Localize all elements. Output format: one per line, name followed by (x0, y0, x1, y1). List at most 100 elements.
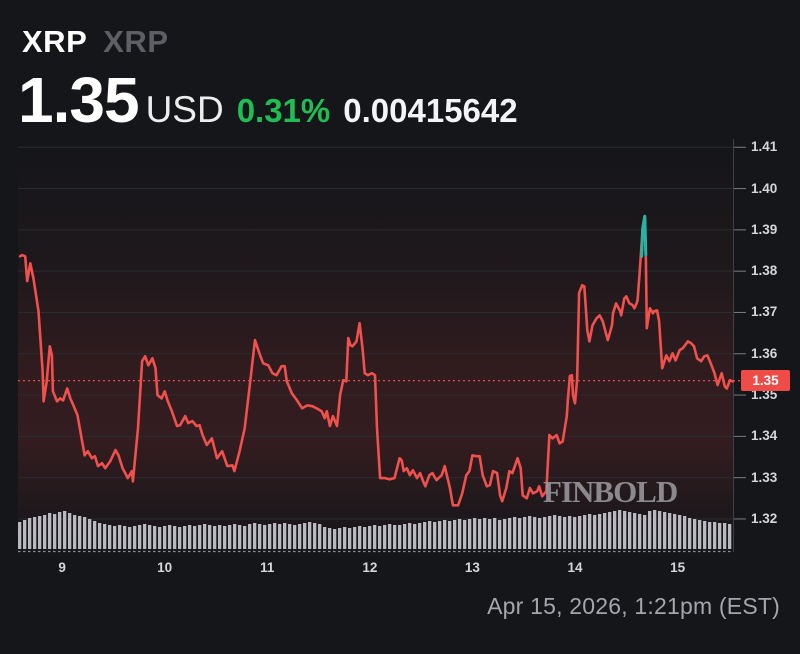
asset-symbol: XRP (22, 24, 88, 59)
volume-bar (638, 514, 642, 549)
volume-bar (328, 528, 332, 549)
volume-bar (163, 526, 167, 549)
volume-bar (403, 524, 407, 549)
volume-bar (33, 517, 37, 549)
volume-bar (723, 523, 727, 549)
volume-bar (713, 522, 717, 549)
y-tick-label: 1.34 (751, 428, 778, 444)
x-tick-label: 15 (670, 560, 686, 575)
volume-bar (378, 526, 382, 549)
volume-bar (38, 516, 42, 549)
volume-bar (73, 515, 77, 549)
volume-bar (448, 521, 452, 549)
price-currency: USD (145, 89, 224, 130)
volume-bar (383, 525, 387, 549)
volume-bar (693, 519, 697, 549)
volume-bar (558, 516, 562, 549)
volume-bar (88, 519, 92, 549)
volume-bar (578, 516, 582, 549)
volume-bar (283, 523, 287, 549)
volume-bar (393, 525, 397, 549)
volume-bar (153, 526, 157, 549)
volume-bar (418, 523, 422, 549)
volume-bar (588, 514, 592, 549)
volume-bar (78, 516, 82, 549)
volume-bar (628, 512, 632, 549)
volume-bar (348, 528, 352, 549)
volume-bar (128, 527, 132, 549)
volume-bar (443, 520, 447, 549)
price-value: 1.35 (18, 64, 140, 136)
volume-bar (108, 525, 112, 549)
volume-bar (453, 520, 457, 549)
volume-bar (573, 517, 577, 549)
volume-bar (148, 525, 152, 549)
volume-bar (623, 511, 627, 549)
volume-bars (18, 510, 732, 549)
volume-bar (43, 515, 47, 549)
volume-bar (183, 526, 187, 549)
volume-bar (423, 522, 427, 549)
volume-bar (718, 523, 722, 549)
volume-bar (413, 524, 417, 549)
volume-bar (338, 528, 342, 549)
volume-bar (113, 526, 117, 549)
volume-bar (58, 512, 62, 549)
volume-bar (293, 525, 297, 549)
volume-bar (648, 511, 652, 549)
volume-bar (118, 525, 122, 549)
volume-bar (318, 524, 322, 549)
volume-bar (203, 524, 207, 549)
volume-bar (483, 518, 487, 549)
current-price-badge: 1.35 (741, 370, 790, 392)
volume-bar (358, 526, 362, 549)
volume-bar (103, 524, 107, 549)
volume-bar (513, 517, 517, 549)
volume-bar (428, 521, 432, 549)
volume-bar (653, 510, 657, 549)
volume-bar (478, 519, 482, 549)
volume-bar (398, 525, 402, 549)
volume-bar (363, 527, 367, 549)
y-tick-label: 1.39 (751, 221, 778, 237)
price-change-percent: 0.31% (236, 92, 331, 129)
volume-bar (288, 524, 292, 549)
volume-bar (208, 525, 212, 549)
volume-bar (613, 511, 617, 549)
volume-bar (503, 519, 507, 549)
volume-bar (668, 513, 672, 549)
volume-bar (548, 516, 552, 549)
volume-bar (373, 525, 377, 549)
volume-bar (223, 526, 227, 549)
chart-axis (18, 139, 746, 553)
volume-bar (198, 525, 202, 549)
volume-bar (93, 521, 97, 549)
volume-bar (48, 513, 52, 549)
volume-bar (98, 523, 102, 549)
y-tick-label: 1.36 (751, 345, 778, 361)
volume-bar (63, 511, 67, 549)
y-tick-label: 1.38 (751, 263, 778, 279)
y-tick-label: 1.33 (751, 469, 778, 485)
volume-bar (598, 514, 602, 549)
volume-bar (618, 510, 622, 549)
volume-bar (68, 513, 72, 549)
price-row: 1.35 USD 0.31% 0.00415642 (18, 68, 518, 132)
volume-bar (473, 518, 477, 549)
volume-bar (528, 516, 532, 549)
volume-bar (368, 526, 372, 549)
volume-bar (243, 526, 247, 549)
volume-bar (238, 525, 242, 549)
volume-bar (343, 527, 347, 549)
volume-bar (278, 524, 282, 549)
volume-bar (323, 527, 327, 549)
volume-bar (463, 520, 467, 549)
volume-bar (133, 526, 137, 549)
volume-bar (18, 522, 22, 549)
volume-bar (643, 515, 647, 549)
volume-bar (608, 512, 612, 549)
volume-bar (258, 524, 262, 549)
x-tick-label: 10 (157, 560, 173, 575)
